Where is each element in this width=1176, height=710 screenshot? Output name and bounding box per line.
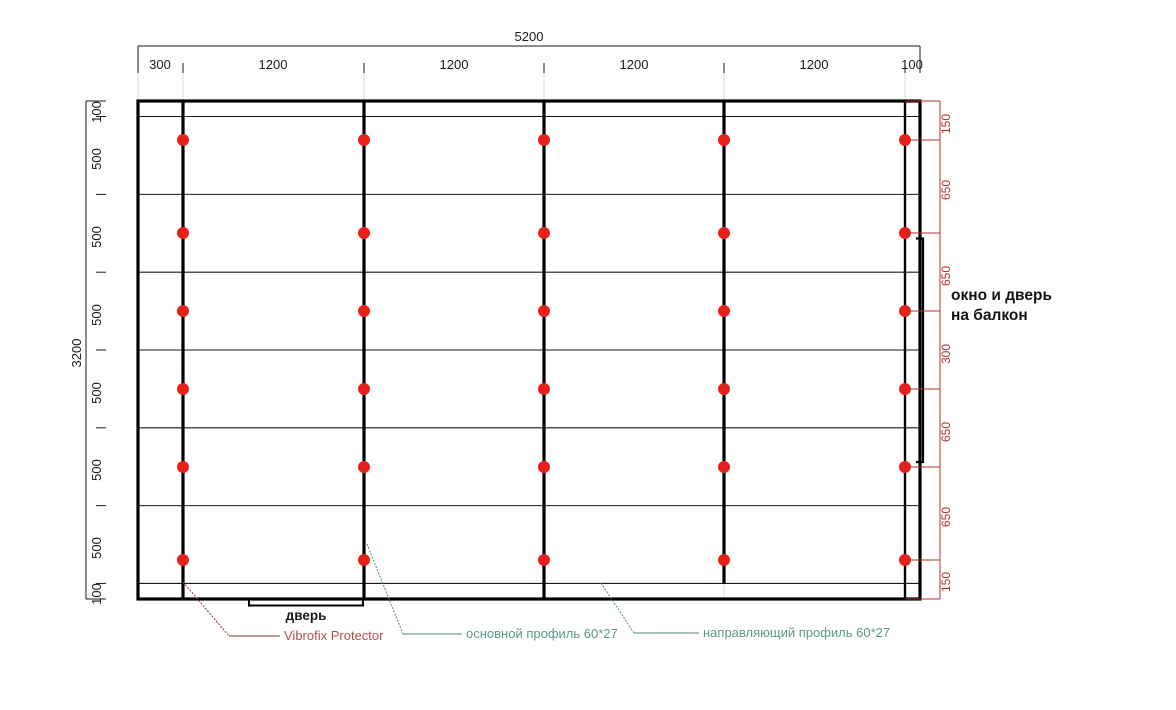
- svg-text:500: 500: [89, 148, 104, 170]
- svg-text:500: 500: [89, 459, 104, 481]
- svg-text:дверь: дверь: [286, 608, 327, 623]
- svg-text:150: 150: [939, 572, 953, 592]
- svg-text:1200: 1200: [259, 57, 288, 72]
- svg-text:100: 100: [89, 101, 104, 123]
- svg-text:300: 300: [939, 344, 953, 364]
- svg-text:500: 500: [89, 382, 104, 404]
- svg-text:300: 300: [149, 57, 171, 72]
- svg-text:650: 650: [939, 266, 953, 286]
- svg-text:650: 650: [939, 180, 953, 200]
- svg-text:окно и дверь: окно и дверь: [951, 287, 1052, 304]
- svg-text:Vibrofix Protector: Vibrofix Protector: [284, 628, 384, 643]
- svg-text:500: 500: [89, 226, 104, 248]
- svg-text:100: 100: [901, 57, 923, 72]
- svg-text:150: 150: [939, 114, 953, 134]
- svg-text:5200: 5200: [515, 29, 544, 44]
- svg-text:500: 500: [89, 304, 104, 326]
- svg-text:основной профиль 60*27: основной профиль 60*27: [466, 626, 618, 641]
- svg-text:3200: 3200: [69, 339, 84, 368]
- svg-text:650: 650: [939, 507, 953, 527]
- svg-text:1200: 1200: [440, 57, 469, 72]
- svg-text:500: 500: [89, 537, 104, 559]
- svg-text:100: 100: [89, 583, 104, 605]
- svg-text:1200: 1200: [620, 57, 649, 72]
- svg-text:направляющий профиль 60*27: направляющий профиль 60*27: [703, 625, 890, 640]
- svg-text:на балкон: на балкон: [951, 307, 1028, 324]
- svg-text:1200: 1200: [800, 57, 829, 72]
- svg-text:650: 650: [939, 422, 953, 442]
